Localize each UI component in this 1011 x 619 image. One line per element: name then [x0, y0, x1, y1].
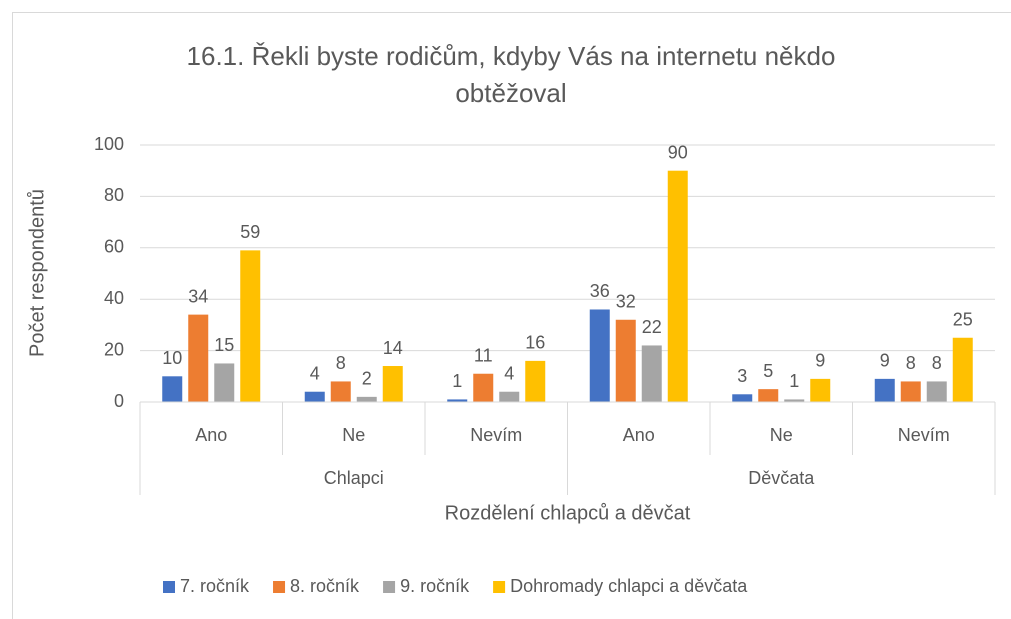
x-group-label: Chlapci: [324, 468, 384, 488]
bar: [641, 345, 662, 402]
data-label: 5: [763, 361, 773, 381]
chart-title: 16.1. Řekli byste rodičům, kdyby Vás na …: [186, 41, 836, 108]
y-tick-label: 20: [104, 339, 124, 359]
y-tick-label: 100: [94, 134, 124, 154]
data-label: 90: [668, 142, 688, 162]
data-label: 36: [590, 281, 610, 301]
data-label: 2: [362, 369, 372, 389]
bar: [810, 378, 831, 402]
bar: [758, 389, 779, 402]
data-label: 4: [310, 363, 320, 383]
bar: [499, 391, 520, 402]
legend-marker: [163, 581, 175, 593]
bar: [667, 170, 688, 402]
bar: [330, 381, 351, 402]
legend-label: 7. ročník: [180, 576, 250, 596]
bar: [473, 373, 494, 402]
y-axis-title: Počet respondentů: [26, 189, 48, 357]
data-label: 22: [642, 317, 662, 337]
bar: [732, 394, 753, 402]
bar: [589, 309, 610, 402]
data-label: 34: [188, 286, 208, 306]
legend-label: 8. ročník: [290, 576, 360, 596]
bar: [952, 337, 973, 402]
x-group-label: Děvčata: [748, 468, 815, 488]
legend-marker: [383, 581, 396, 593]
bar: [525, 360, 546, 402]
x-tick-label: Ne: [770, 425, 793, 445]
bar: [214, 363, 235, 402]
y-tick-label: 80: [104, 185, 124, 205]
bar: [356, 396, 377, 402]
x-axis-title: Rozdělení chlapců a děvčat: [445, 502, 691, 524]
legend-label: Dohromady chlapci a děvčata: [510, 576, 748, 596]
data-label: 8: [906, 353, 916, 373]
data-label: 9: [880, 351, 890, 371]
data-label: 25: [953, 310, 973, 330]
x-tick-label: Nevím: [898, 425, 950, 445]
bar: [240, 250, 261, 402]
bar: [926, 381, 947, 402]
bar: [900, 381, 921, 402]
chart-border: [12, 12, 1011, 619]
data-label: 15: [214, 335, 234, 355]
y-tick-label: 40: [104, 288, 124, 308]
bar: [615, 319, 636, 402]
x-tick-label: Ne: [342, 425, 365, 445]
data-label: 59: [240, 222, 260, 242]
data-label: 16: [525, 333, 545, 353]
data-label: 11: [474, 345, 493, 365]
bar: [447, 399, 468, 402]
bar: [188, 314, 209, 402]
legend-label: 9. ročník: [400, 576, 470, 596]
data-label: 10: [162, 348, 182, 368]
x-tick-label: Ano: [623, 425, 655, 445]
data-label: 9: [815, 351, 825, 371]
data-label: 1: [789, 371, 799, 391]
x-tick-label: Nevím: [470, 425, 522, 445]
legend-marker: [493, 581, 506, 593]
bar: [304, 391, 325, 402]
x-tick-label: Ano: [195, 425, 227, 445]
bar: [874, 378, 895, 402]
legend-marker: [273, 581, 286, 593]
data-label: 4: [504, 363, 514, 383]
data-label: 3: [737, 366, 747, 386]
data-label: 8: [336, 353, 346, 373]
data-label: 8: [932, 353, 942, 373]
y-tick-label: 60: [104, 237, 124, 257]
bar: [784, 399, 805, 402]
data-label: 32: [616, 292, 636, 312]
bar: [382, 366, 403, 402]
bar: [162, 376, 183, 402]
data-label: 14: [383, 338, 403, 358]
data-label: 1: [452, 371, 462, 391]
y-tick-label: 0: [114, 391, 124, 411]
